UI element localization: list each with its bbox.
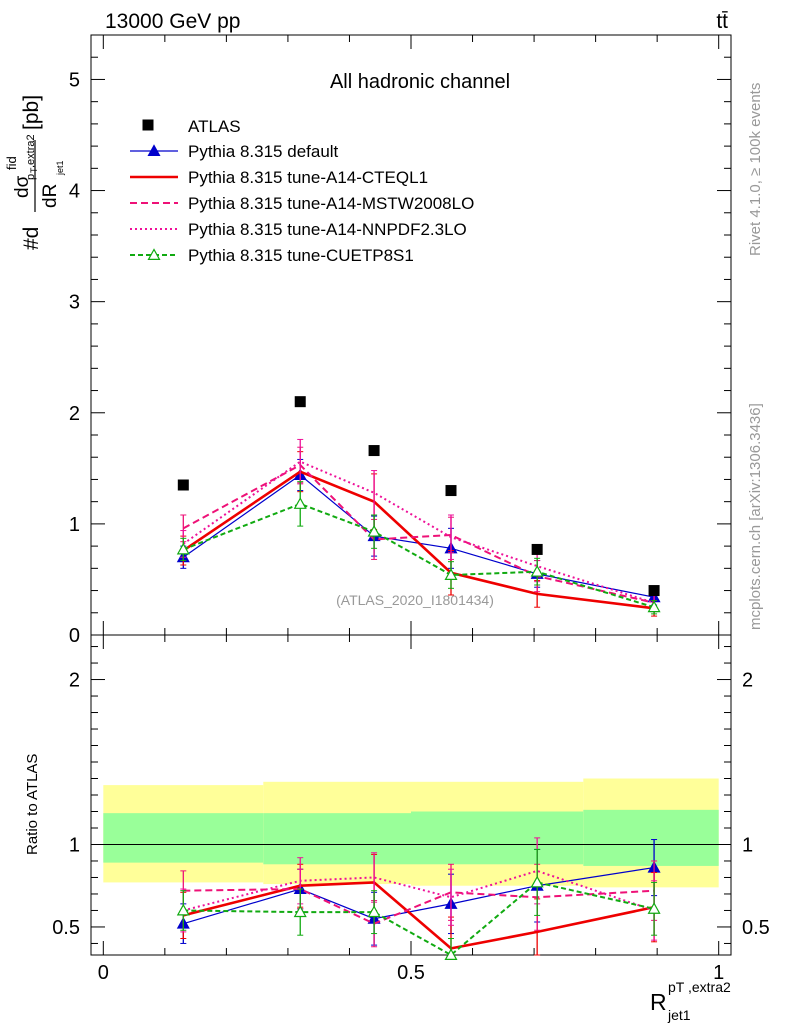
ylabel-dR: dR xyxy=(40,184,61,208)
atlas-data-point xyxy=(445,485,457,497)
band-green xyxy=(103,813,264,863)
main-ylabel: #d dσ fid dR p T ,extra2 jet1 [pb] xyxy=(4,95,65,250)
xlabel-sup: pT ,extra2 xyxy=(668,979,731,995)
main-ytick-label: 2 xyxy=(69,403,80,425)
legend-label: Pythia 8.315 tune-A14-NNPDF2.3LO xyxy=(188,220,467,239)
band-green xyxy=(583,809,719,866)
main-ytick-label: 1 xyxy=(69,514,80,536)
series-line xyxy=(182,474,655,598)
main-series-group xyxy=(176,396,661,617)
x-axis-label: R pT ,extra2 jet1 xyxy=(650,979,731,1023)
series-4 xyxy=(176,848,661,961)
legend-label: Pythia 8.315 tune-A14-MSTW2008LO xyxy=(188,194,474,213)
ratio-series-group xyxy=(176,837,661,961)
ylabel-sub-T: T xyxy=(29,167,39,173)
main-ytick-label: 0 xyxy=(69,625,80,647)
series-point xyxy=(530,875,544,888)
ylabel-hash-d: #d xyxy=(20,227,43,250)
mcplots-label: mcplots.cern.ch [arXiv:1306.3436] xyxy=(747,403,764,630)
main-y-ticks: 0 1 2 3 4 5 xyxy=(69,34,731,647)
energy-label: 13000 GeV pp xyxy=(105,10,240,33)
series-point xyxy=(444,568,458,581)
legend-marker xyxy=(147,248,161,260)
xtick-label: 0 xyxy=(98,962,109,984)
ratio-ytick-label: 0.5 xyxy=(52,917,80,939)
series-2 xyxy=(180,446,658,612)
main-panel: 0 1 2 3 4 5 All hadronic channel (ATLAS_2020_… xyxy=(4,34,732,647)
series-point xyxy=(647,600,661,613)
analysis-watermark: (ATLAS_2020_I1801434) xyxy=(336,592,494,608)
series-line xyxy=(182,470,655,610)
ratio-x-ticks: 0 0.5 1 xyxy=(98,635,724,984)
main-ytick-label: 3 xyxy=(69,292,80,314)
xtick-label: 0.5 xyxy=(397,962,425,984)
series-line xyxy=(182,460,655,604)
series-line xyxy=(183,888,655,925)
legend: ATLAS Pythia 8.315 default Pythia 8.315 tu… xyxy=(130,117,474,265)
ratio-ytick-label-right: 0.5 xyxy=(742,917,770,939)
legend-label: Pythia 8.315 default xyxy=(188,142,339,161)
series-line xyxy=(182,502,655,609)
panel-title: All hadronic channel xyxy=(330,71,510,93)
main-frame xyxy=(90,34,732,636)
series-point xyxy=(293,905,307,918)
series-point xyxy=(444,948,458,961)
ratio-panel: 0.5 0.51 12 2 0 0.5 1 Ratio to ATLAS xyxy=(24,634,770,984)
series-point xyxy=(293,497,307,509)
series-3 xyxy=(180,438,658,613)
series-line xyxy=(183,881,655,957)
xlabel-sub: jet1 xyxy=(667,1007,691,1023)
legend-atlas-label: ATLAS xyxy=(188,117,241,136)
main-ytick-label: 4 xyxy=(69,181,80,203)
series-point xyxy=(367,905,381,918)
rivet-label: Rivet 4.1.0, ≥ 100k events xyxy=(747,83,764,256)
legend-atlas-marker xyxy=(142,119,154,131)
ylabel-jet1: jet1 xyxy=(55,160,65,176)
band-green xyxy=(411,811,584,865)
series-point xyxy=(647,902,661,914)
ratio-ytick-label-right: 2 xyxy=(742,670,753,692)
atlas-data-point xyxy=(177,479,189,491)
series-line xyxy=(183,866,655,925)
atlas-data-point xyxy=(368,445,380,457)
legend-label: Pythia 8.315 tune-CUETP8S1 xyxy=(188,246,414,265)
ratio-ytick-label: 1 xyxy=(69,834,80,856)
atlas-data-point xyxy=(294,396,306,408)
main-ytick-label: 5 xyxy=(69,69,80,91)
series-point xyxy=(176,903,190,916)
series-line xyxy=(182,881,655,950)
atlas-data-point xyxy=(648,585,660,597)
ratio-y-ticks: 0.5 0.5 1 1 2 2 xyxy=(52,646,770,944)
atlas-data-point xyxy=(531,543,543,555)
band-green xyxy=(263,813,411,865)
legend-marker xyxy=(147,144,161,156)
series-point xyxy=(530,564,544,577)
ylabel-fid: fid xyxy=(4,156,19,170)
ylabel-sub-p: p xyxy=(25,174,37,180)
legend-label: Pythia 8.315 tune-A14-CTEQL1 xyxy=(188,168,428,187)
ratio-ylabel: Ratio to ATLAS xyxy=(24,754,41,855)
ylabel-unit: [pb] xyxy=(20,95,43,130)
process-label: tt̄ xyxy=(716,10,728,33)
ratio-uncertainty-bands xyxy=(91,778,731,888)
ylabel-sigma: dσ xyxy=(12,175,33,198)
series-4 xyxy=(176,481,661,615)
ratio-ytick-label-right: 1 xyxy=(742,834,753,856)
ylabel-extra2: ,extra2 xyxy=(25,134,37,168)
main-x-ticks xyxy=(102,35,720,635)
series-point xyxy=(176,542,190,555)
xlabel-main: R xyxy=(650,989,667,1015)
xtick-label: 1 xyxy=(713,962,724,984)
series-line xyxy=(183,869,655,912)
ratio-ytick-label: 2 xyxy=(69,670,80,692)
series-point xyxy=(367,524,381,537)
series-0 xyxy=(176,458,661,606)
series-line xyxy=(182,463,655,604)
